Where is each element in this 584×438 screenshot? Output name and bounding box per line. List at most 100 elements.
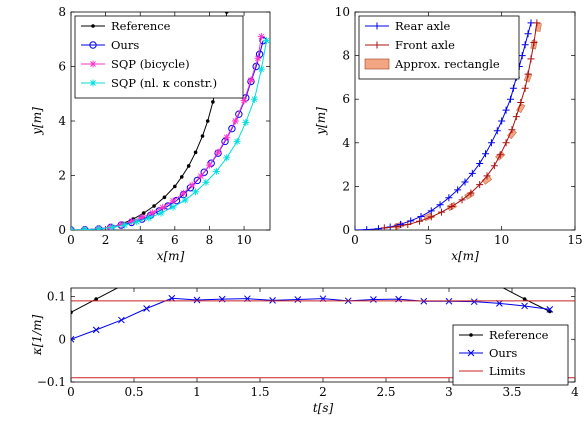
x-tick-label: 0 [67,385,75,399]
data-point [214,148,222,156]
data-point [294,296,302,303]
data-point [179,175,184,179]
legend-label: SQP (nl. κ constr.) [111,76,217,90]
data-point [221,137,229,146]
y-tick-label: 6 [342,92,350,106]
legend-symbol-marker [89,60,97,68]
data-point [521,302,528,310]
data-point [546,306,554,313]
data-point [141,211,146,215]
x-tick-label: 2 [102,233,110,247]
data-point [240,97,248,105]
data-point [502,139,510,147]
data-point [247,76,255,84]
data-point [224,12,229,14]
data-point [138,213,146,221]
legend-symbol-marker [373,41,381,49]
y-tick-label: 0 [58,223,66,237]
data-point [170,284,174,288]
data-point [509,84,517,92]
x-tick-label: 3.5 [502,385,521,399]
data-point [159,203,167,211]
data-point [250,95,258,103]
x-tick-label: 2.5 [376,385,395,399]
x-tick-label: 10 [236,233,251,247]
data-point [233,137,241,145]
data-point [71,335,75,343]
y-tick-label: 4 [342,136,350,150]
approx-rectangle [507,129,517,140]
data-point [458,196,466,204]
x-tick-label: 6 [171,233,179,247]
data-point [168,294,176,302]
legend-box [74,15,244,99]
data-point [438,208,446,216]
x-tick-label: 1.5 [250,385,269,399]
data-point [533,19,541,27]
data-point [188,181,196,189]
data-point [417,212,425,220]
y-tick-label: 8 [342,49,350,63]
data-point [205,119,210,123]
legend-label: Reference [489,328,549,342]
data-point [223,154,231,162]
data-point [133,218,141,226]
data-point [468,169,476,177]
data-point [502,106,510,114]
data-point [521,41,529,49]
x-tick-label: 8 [206,233,214,247]
y-axis-label: y[m] [314,107,328,136]
legend-label: Limits [489,364,526,378]
data-point [397,284,401,288]
data-point [445,194,453,202]
data-point [235,110,243,118]
data-point [169,197,177,205]
legend-symbol-marker [467,349,475,357]
data-point [186,184,195,192]
data-point [200,134,205,138]
data-point [427,207,435,215]
data-point [193,176,202,185]
data-point [476,181,484,189]
x-tick-label: 3 [445,385,453,399]
data-point [296,284,300,288]
data-point [496,151,504,159]
data-point [447,284,451,288]
y-tick-label: 2 [342,179,350,193]
data-point [518,52,526,60]
data-point [521,84,529,92]
y-tick-label: 8 [58,5,66,19]
data-point [81,226,89,230]
data-point [496,300,503,307]
chart-bottom: 0 0.5 1 1.5 2 2.5 3 3.5 40.10−0.1t[s]κ[1/m] Refer… [30,284,579,415]
data-point [173,184,177,189]
data-point [363,226,371,230]
y-tick-label: 2 [58,169,66,183]
legend-label: Front axle [395,38,455,52]
data-point [120,284,124,288]
data-point [372,284,376,288]
data-point [461,178,469,186]
data-point [197,172,205,180]
data-point [470,298,478,306]
data-point [246,284,250,288]
data-point [192,188,200,196]
data-point [508,126,516,134]
data-point [527,19,535,27]
x-tick-label: 5 [425,233,433,247]
data-point [152,204,156,208]
legend-label: Ours [111,38,139,52]
plot-area [71,12,270,230]
data-point [346,284,350,288]
data-point [404,221,412,229]
data-point [396,220,404,228]
data-point [109,223,117,230]
data-point [181,196,189,204]
x-tick-label: 1 [193,385,201,399]
data-point [374,225,382,230]
data-point [179,189,187,197]
data-point [145,284,149,288]
legend-label: SQP (bicycle) [111,57,190,71]
data-point [193,296,201,304]
